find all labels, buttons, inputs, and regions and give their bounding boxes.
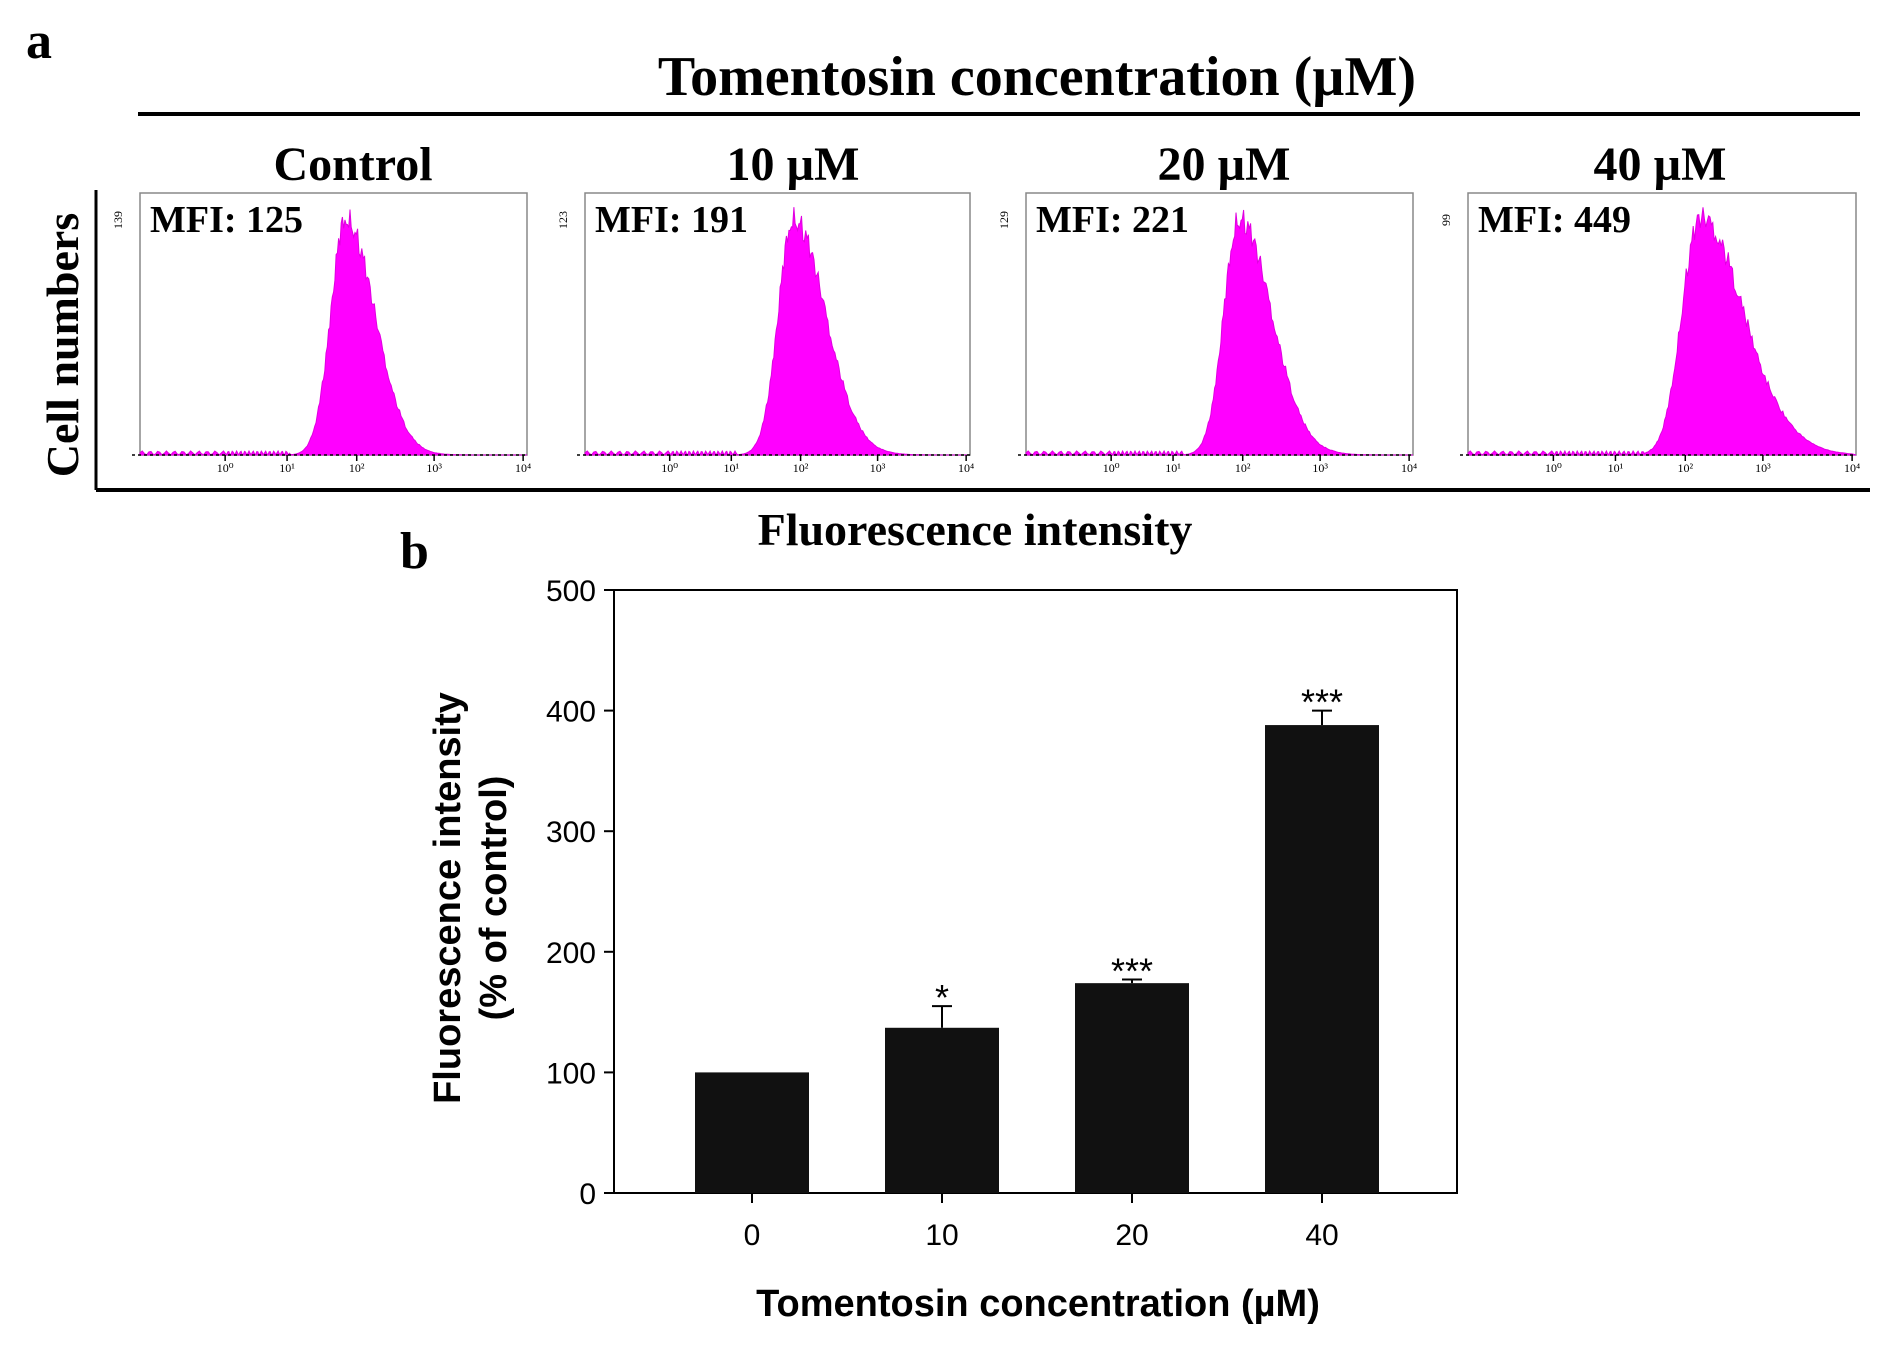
mfi-label: MFI: 191 bbox=[595, 199, 748, 241]
x-tick-label: 10 bbox=[925, 1219, 958, 1252]
histogram-area bbox=[1467, 207, 1857, 457]
decade-tick-label: 10² bbox=[1677, 461, 1693, 475]
decade-tick-label: 10³ bbox=[1312, 461, 1328, 475]
bar-chart: 0 100 200 300 400 500 0 * 10 *** 20 *** 40 bbox=[546, 575, 1458, 1252]
histogram-panel-20um: 20 µM MFI: 221 129 10⁰ 10¹ 10² 10³ 10⁴ bbox=[997, 138, 1417, 475]
x-tick-label: 40 bbox=[1305, 1219, 1338, 1252]
bar-20 bbox=[1075, 983, 1189, 1193]
y-tick-label: 200 bbox=[546, 937, 596, 970]
y-axis-title-line1: Fluorescence intensity bbox=[427, 692, 469, 1104]
y-axis-title-line2: (% of control) bbox=[473, 776, 515, 1021]
histogram-axis: 10⁰ 10¹ 10² 10³ 10⁴ bbox=[1460, 454, 1860, 475]
y-tick-label: 300 bbox=[546, 816, 596, 849]
decade-tick-label: 10⁰ bbox=[661, 461, 678, 475]
y-max-label: 129 bbox=[997, 211, 1011, 229]
panel-a: a Tomentosin concentration (µM) Cell num… bbox=[26, 13, 1870, 555]
histogram-title: 40 µM bbox=[1594, 138, 1727, 191]
fluorescence-intensity-label: Fluorescence intensity bbox=[758, 504, 1193, 555]
decade-tick-label: 10³ bbox=[426, 461, 442, 475]
y-tick-label: 0 bbox=[579, 1178, 596, 1211]
decade-tick-label: 10⁴ bbox=[958, 461, 974, 475]
decade-tick-label: 10³ bbox=[870, 461, 886, 475]
decade-tick-label: 10¹ bbox=[1165, 461, 1181, 475]
histogram-panel-40um: 40 µM MFI: 449 99 10⁰ 10¹ 10² 10³ 10⁴ bbox=[1439, 138, 1860, 475]
decade-tick-label: 10¹ bbox=[279, 461, 295, 475]
cell-numbers-label: Cell numbers bbox=[37, 213, 88, 478]
decade-tick-label: 10⁴ bbox=[515, 461, 531, 475]
decade-tick-label: 10² bbox=[793, 461, 809, 475]
x-tick-label: 0 bbox=[744, 1219, 761, 1252]
x-axis-title: Tomentosin concentration (µM) bbox=[756, 1283, 1320, 1325]
decade-tick-label: 10² bbox=[1235, 461, 1251, 475]
histogram-panel-10um: 10 µM MFI: 191 123 10⁰ 10¹ 10² 10³ 10⁴ bbox=[556, 138, 974, 475]
panel-b: b 0 100 200 300 400 500 0 * 10 *** 20 *** 40 Fluores… bbox=[400, 523, 1458, 1325]
y-tick-label: 400 bbox=[546, 696, 596, 729]
mfi-label: MFI: 125 bbox=[150, 199, 303, 241]
panel-a-header: Tomentosin concentration (µM) bbox=[658, 46, 1416, 108]
bar-0 bbox=[695, 1072, 809, 1193]
significance-20: *** bbox=[1111, 951, 1153, 992]
panel-a-label: a bbox=[26, 13, 52, 70]
decade-tick-label: 10⁴ bbox=[1401, 461, 1417, 475]
histogram-title: Control bbox=[273, 138, 432, 191]
plot-frame bbox=[613, 589, 1458, 1194]
decade-tick-label: 10² bbox=[349, 461, 365, 475]
histogram-axis: 10⁰ 10¹ 10² 10³ 10⁴ bbox=[1018, 454, 1417, 475]
bar-40 bbox=[1265, 725, 1379, 1193]
y-max-label: 123 bbox=[556, 211, 570, 229]
histogram-axis: 10⁰ 10¹ 10² 10³ 10⁴ bbox=[577, 454, 974, 475]
histogram-title: 10 µM bbox=[727, 138, 860, 191]
significance-40: *** bbox=[1301, 682, 1343, 723]
decade-tick-label: 10¹ bbox=[723, 461, 739, 475]
y-max-label: 99 bbox=[1439, 214, 1453, 226]
histogram-area bbox=[139, 209, 527, 457]
histogram-axis: 10⁰ 10¹ 10² 10³ 10⁴ bbox=[132, 454, 531, 475]
mfi-label: MFI: 221 bbox=[1036, 199, 1189, 241]
y-max-label: 139 bbox=[111, 211, 125, 229]
decade-tick-label: 10¹ bbox=[1608, 461, 1624, 475]
decade-tick-label: 10⁰ bbox=[217, 461, 234, 475]
decade-tick-label: 10⁴ bbox=[1844, 461, 1860, 475]
panel-b-label: b bbox=[400, 523, 429, 580]
histogram-panel-control: Control MFI: 125 139 10⁰ 10¹ 10² 10³ 10⁴ bbox=[111, 138, 531, 475]
decade-tick-label: 10⁰ bbox=[1545, 461, 1562, 475]
decade-tick-label: 10⁰ bbox=[1103, 461, 1120, 475]
x-tick-label: 20 bbox=[1115, 1219, 1148, 1252]
y-tick-label: 100 bbox=[546, 1057, 596, 1090]
histogram-area bbox=[1025, 209, 1413, 457]
y-tick-label: 500 bbox=[546, 575, 596, 608]
bar-10 bbox=[885, 1027, 999, 1193]
histogram-title: 20 µM bbox=[1158, 138, 1291, 191]
histogram-area bbox=[584, 207, 970, 457]
mfi-label: MFI: 449 bbox=[1478, 199, 1631, 241]
significance-10: * bbox=[935, 977, 949, 1018]
decade-tick-label: 10³ bbox=[1755, 461, 1771, 475]
